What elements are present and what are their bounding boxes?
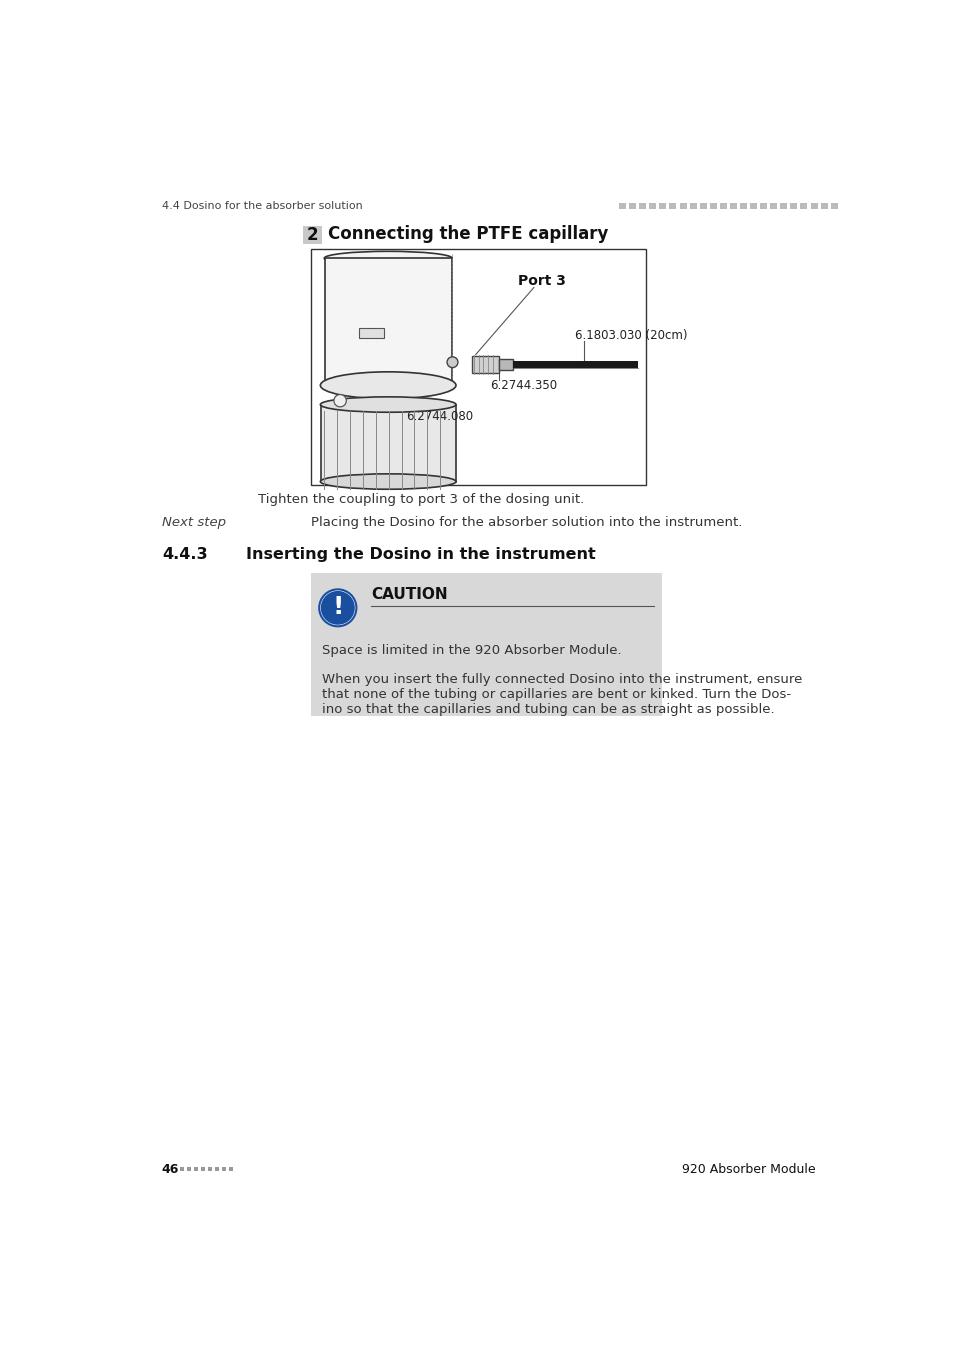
Bar bbox=[639, 202, 645, 209]
Bar bbox=[689, 202, 696, 209]
Bar bbox=[709, 202, 716, 209]
Bar bbox=[179, 1166, 184, 1172]
Text: 6.2744.350: 6.2744.350 bbox=[489, 379, 557, 391]
Bar bbox=[729, 202, 736, 209]
Bar bbox=[629, 202, 636, 209]
Text: 6.1803.030 (20cm): 6.1803.030 (20cm) bbox=[575, 329, 687, 342]
Bar bbox=[790, 202, 797, 209]
Text: Port 3: Port 3 bbox=[517, 274, 565, 289]
Text: CAUTION: CAUTION bbox=[371, 587, 447, 602]
Bar bbox=[320, 405, 456, 482]
Text: 6.2744.080: 6.2744.080 bbox=[406, 409, 473, 423]
Bar bbox=[780, 202, 786, 209]
Text: Next step: Next step bbox=[162, 516, 226, 529]
Bar bbox=[618, 202, 625, 209]
Bar bbox=[810, 202, 817, 209]
Text: 920 Absorber Module: 920 Absorber Module bbox=[681, 1162, 815, 1176]
Circle shape bbox=[447, 356, 457, 367]
Bar bbox=[649, 202, 656, 209]
Ellipse shape bbox=[320, 474, 456, 489]
Bar bbox=[208, 1166, 212, 1172]
Circle shape bbox=[334, 394, 346, 406]
Bar bbox=[200, 1166, 205, 1172]
Bar bbox=[472, 356, 498, 373]
Text: 2: 2 bbox=[306, 227, 317, 244]
Bar bbox=[760, 202, 766, 209]
Bar bbox=[800, 202, 806, 209]
Bar bbox=[221, 1166, 226, 1172]
Bar bbox=[669, 202, 676, 209]
Bar bbox=[679, 202, 686, 209]
Text: Inserting the Dosino in the instrument: Inserting the Dosino in the instrument bbox=[245, 547, 595, 562]
Bar bbox=[740, 202, 746, 209]
Text: Placing the Dosino for the absorber solution into the instrument.: Placing the Dosino for the absorber solu… bbox=[311, 516, 742, 529]
Bar bbox=[749, 202, 757, 209]
Ellipse shape bbox=[320, 397, 456, 412]
Bar bbox=[830, 202, 837, 209]
Bar bbox=[187, 1166, 192, 1172]
Bar bbox=[359, 328, 384, 339]
Bar bbox=[324, 258, 452, 389]
Bar bbox=[193, 1166, 198, 1172]
Bar bbox=[229, 1166, 233, 1172]
Text: !: ! bbox=[332, 595, 343, 620]
Text: When you insert the fully connected Dosino into the instrument, ensure
that none: When you insert the fully connected Dosi… bbox=[322, 674, 801, 717]
Bar bbox=[214, 1166, 219, 1172]
Ellipse shape bbox=[324, 251, 452, 265]
Text: 46: 46 bbox=[162, 1162, 179, 1176]
Bar bbox=[303, 225, 321, 244]
Bar bbox=[513, 362, 638, 367]
Bar bbox=[311, 574, 661, 717]
Circle shape bbox=[319, 590, 356, 626]
Text: Connecting the PTFE capillary: Connecting the PTFE capillary bbox=[328, 224, 608, 243]
Bar bbox=[820, 202, 827, 209]
Text: Tighten the coupling to port 3 of the dosing unit.: Tighten the coupling to port 3 of the do… bbox=[258, 493, 584, 506]
Bar bbox=[498, 359, 513, 370]
Bar bbox=[769, 202, 777, 209]
Text: 4.4 Dosino for the absorber solution: 4.4 Dosino for the absorber solution bbox=[162, 201, 362, 211]
Ellipse shape bbox=[320, 371, 456, 398]
Circle shape bbox=[320, 591, 355, 625]
Bar bbox=[720, 202, 726, 209]
Text: 4.4.3: 4.4.3 bbox=[162, 547, 208, 562]
Text: Space is limited in the 920 Absorber Module.: Space is limited in the 920 Absorber Mod… bbox=[322, 644, 621, 656]
Bar bbox=[659, 202, 666, 209]
Bar bbox=[699, 202, 706, 209]
Bar bbox=[311, 248, 645, 486]
